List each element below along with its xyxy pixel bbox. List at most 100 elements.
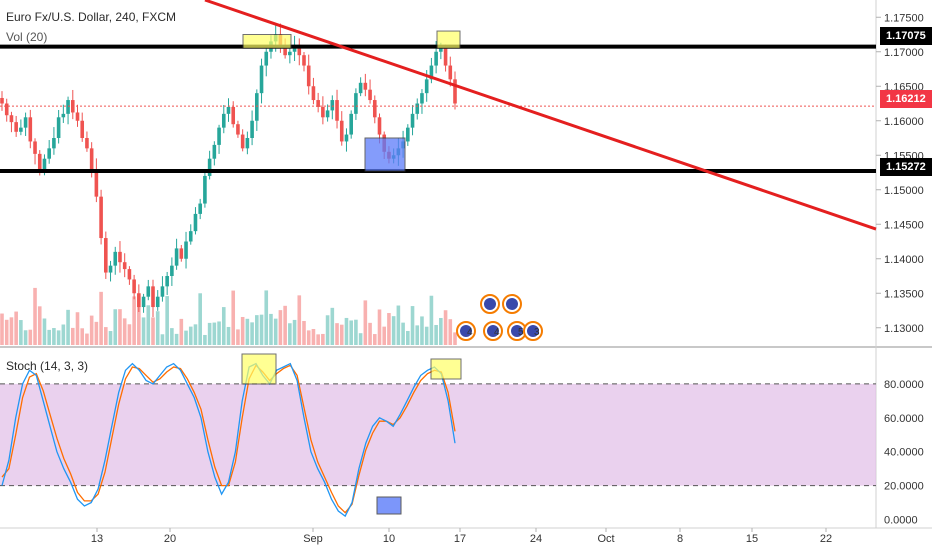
candle-up	[165, 276, 169, 287]
candle-down	[33, 141, 37, 154]
event-marker-icon[interactable]: 3	[523, 321, 543, 341]
drawings-overlay[interactable]	[0, 0, 877, 231]
candle-down	[306, 65, 311, 87]
candle-down	[368, 89, 372, 101]
event-marker-icon[interactable]: 4	[483, 321, 503, 341]
volume-bar	[146, 305, 151, 345]
volume-bar	[52, 328, 56, 345]
volume-bar	[203, 334, 207, 345]
volume-bar	[396, 305, 401, 345]
candle-down	[372, 100, 377, 118]
time-tick-label: 20	[164, 533, 176, 545]
candle-up	[415, 103, 420, 114]
volume-bar	[113, 309, 118, 345]
volume-bar	[179, 318, 184, 345]
volume-bar	[231, 290, 236, 345]
candle-up	[198, 203, 202, 214]
candle-down	[80, 120, 85, 138]
volume-bar	[127, 324, 132, 345]
price-tag-support: 1.15272	[880, 158, 932, 176]
volume-bar	[372, 334, 377, 345]
event-marker-flag-icon	[511, 325, 523, 337]
price-tick-label: 1.14500	[884, 219, 924, 231]
price-tick-label: 1.14000	[884, 254, 924, 266]
volume-bar	[443, 310, 448, 345]
candle-up	[66, 100, 70, 114]
event-marker-icon[interactable]	[502, 294, 522, 314]
candle-up	[193, 213, 198, 232]
volume-legend[interactable]: Vol (20)	[6, 30, 48, 44]
volume-bar	[382, 326, 387, 345]
event-marker-flag-icon	[506, 298, 518, 310]
candle-up	[221, 113, 226, 128]
candle-up	[203, 175, 207, 204]
volume-bar	[207, 322, 212, 345]
candle-down	[37, 153, 42, 170]
candle-down	[4, 103, 9, 116]
candle-down	[28, 117, 33, 142]
candle-up	[358, 82, 363, 94]
volume-bar	[217, 321, 221, 345]
stochastic-indicator	[0, 353, 876, 518]
volume-bar	[311, 328, 316, 345]
candle-up	[184, 241, 188, 259]
volume-bar	[99, 291, 103, 345]
event-marker-icon[interactable]: 4	[456, 321, 476, 341]
stoch-legend[interactable]: Stoch (14, 3, 3)	[6, 359, 89, 373]
volume-bar	[269, 313, 273, 345]
stoch-highlight-left	[241, 353, 277, 385]
candle-up	[42, 158, 47, 170]
candle-up	[255, 93, 259, 121]
stoch-highlight-bottom	[376, 496, 402, 515]
candle-up	[52, 138, 56, 149]
candle-down	[89, 148, 94, 170]
candle-up	[226, 106, 231, 114]
volume-bar	[108, 331, 113, 345]
volume-bar	[434, 324, 438, 345]
candle-up	[264, 51, 269, 66]
volume-bar	[23, 330, 28, 345]
stoch-tick-label: 20.0000	[884, 481, 924, 493]
highlight-top-left	[242, 34, 292, 49]
volume-bar	[349, 320, 353, 345]
time-tick-label: Oct	[597, 533, 614, 545]
volume-bar	[410, 306, 415, 345]
candle-down	[104, 238, 108, 273]
volume-bar	[339, 324, 344, 345]
symbol-title[interactable]: Euro Fx/U.S. Dollar, 240, FXCM	[6, 10, 177, 24]
candle-up	[207, 158, 212, 176]
volume-bar	[28, 329, 33, 345]
candle-up	[439, 48, 443, 52]
highlight-top-right	[436, 30, 461, 49]
volume-bar	[80, 328, 85, 345]
volume-bar	[368, 322, 372, 345]
candle-up	[19, 127, 23, 132]
candle-down	[127, 269, 132, 280]
volume-bar	[33, 287, 37, 345]
volume-bar	[61, 324, 66, 345]
price-tag-last: 1.16212	[880, 90, 932, 108]
volume-bar	[151, 317, 155, 345]
volume-bar	[0, 313, 4, 345]
candle-up	[212, 144, 217, 159]
volume-bar	[85, 333, 89, 345]
stoch-tick-label: 0.0000	[884, 515, 918, 527]
candle-down	[99, 196, 103, 239]
candle-down	[0, 97, 4, 104]
volume-bar	[137, 306, 141, 345]
volume-bar	[420, 316, 424, 345]
candle-down	[453, 79, 457, 104]
volume-bar	[66, 309, 70, 345]
event-marker-flag-icon	[527, 325, 539, 337]
volume-bar	[259, 314, 264, 345]
candle-down	[335, 100, 339, 121]
volume-bar	[37, 306, 42, 345]
candle-up	[434, 51, 438, 66]
volume-bar	[14, 311, 18, 345]
event-marker-icon[interactable]	[480, 294, 500, 314]
candle-up	[424, 79, 429, 94]
volume-bar	[316, 334, 320, 345]
